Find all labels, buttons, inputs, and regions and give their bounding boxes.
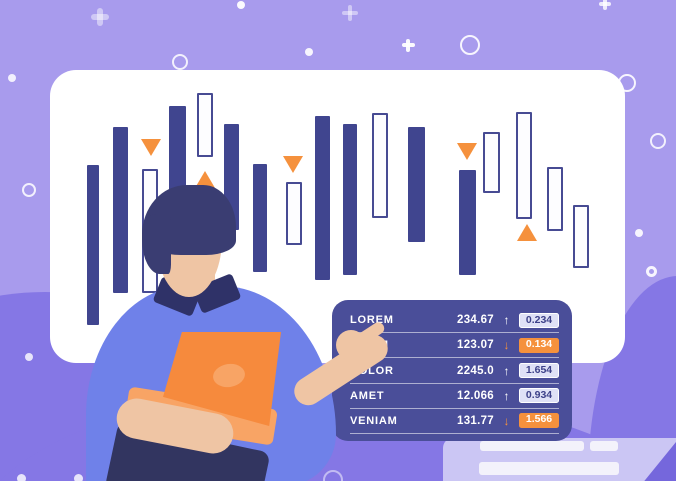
ticker-price: 234.67: [457, 314, 494, 327]
ticker-change-badge: 0.934: [519, 388, 559, 404]
triangle-down-icon: [141, 139, 161, 156]
dot-decoration: [305, 48, 313, 56]
chart-bar-2: [113, 127, 128, 293]
chart-bar-12: [408, 127, 425, 242]
ticker-price: 2245.0: [457, 364, 494, 377]
ring-decoration: [460, 35, 480, 55]
arrow-down-icon: ↓: [503, 338, 510, 353]
plus-bar: [347, 5, 353, 21]
candlestick-bars-layer: [50, 70, 625, 363]
ticker-change-badge: 0.134: [519, 337, 559, 353]
chart-bar-10: [343, 124, 357, 275]
chart-bar-11: [372, 113, 388, 218]
ring-decoration: [172, 54, 188, 70]
triangle-down-icon: [457, 143, 477, 160]
ring-decoration: [22, 183, 36, 197]
placeholder-text-bar: [479, 462, 619, 475]
chart-bar-15: [516, 112, 532, 219]
chart-bar-16: [547, 167, 563, 231]
arrow-down-icon: ↓: [503, 413, 510, 428]
donut-decoration: [645, 265, 657, 277]
chart-bar-14: [483, 132, 500, 193]
ring-decoration: [323, 470, 343, 481]
ticker-price: 12.066: [457, 389, 494, 402]
ring-decoration: [618, 74, 636, 92]
ticker-symbol: AMET: [350, 389, 385, 402]
dot-decoration: [635, 229, 643, 237]
chart-bar-1: [87, 165, 99, 325]
arrow-up-icon: ↑: [503, 363, 510, 378]
plus-bar: [91, 14, 109, 20]
chart-bar-8: [286, 182, 302, 245]
placeholder-text-bar: [480, 441, 584, 451]
arrow-up-icon: ↑: [503, 388, 510, 403]
plus-bar: [406, 38, 410, 52]
chart-bar-13: [459, 170, 476, 275]
plus-bar: [342, 10, 358, 16]
chart-bar-17: [573, 205, 589, 268]
chart-bar-9: [315, 116, 330, 280]
plus-decoration: [401, 38, 415, 52]
placeholder-text-bar: [590, 441, 618, 451]
chart-bar-5: [197, 93, 213, 157]
triangle-up-icon: [195, 171, 215, 188]
dot-decoration: [237, 1, 245, 9]
dot-decoration: [25, 353, 33, 361]
dot-decoration: [8, 74, 16, 82]
plus-bar: [97, 8, 103, 26]
ticker-price: 131.77: [457, 414, 494, 427]
ring-decoration: [650, 133, 666, 149]
ticker-change-badge: 0.234: [519, 312, 559, 328]
triangle-down-icon: [283, 156, 303, 173]
plus-decoration: [91, 8, 109, 26]
ticker-change-badge: 1.566: [519, 413, 559, 429]
plus-bar: [603, 0, 607, 10]
ticker-change-badge: 1.654: [519, 363, 559, 378]
triangle-up-icon: [517, 224, 537, 241]
ticker-table: LOREM234.67↑0.234IPSUM123.07↓0.134DOLOR2…: [332, 300, 572, 441]
arrow-up-icon: ↑: [503, 313, 510, 328]
plus-decoration: [342, 5, 358, 21]
ticker-row: VENIAM 131.77 ↓ 1.566: [350, 409, 559, 435]
plus-decoration: [599, 0, 611, 10]
ticker-symbol: VENIAM: [350, 414, 398, 427]
person-hair-side: [142, 214, 171, 274]
dot-decoration: [73, 473, 83, 481]
content-placeholder-card: [443, 438, 676, 481]
dot-decoration: [16, 473, 26, 481]
ticker-row: AMET 12.066 ↑ 0.934: [350, 384, 559, 409]
ticker-price: 123.07: [457, 339, 494, 352]
chart-bar-7: [253, 164, 267, 272]
